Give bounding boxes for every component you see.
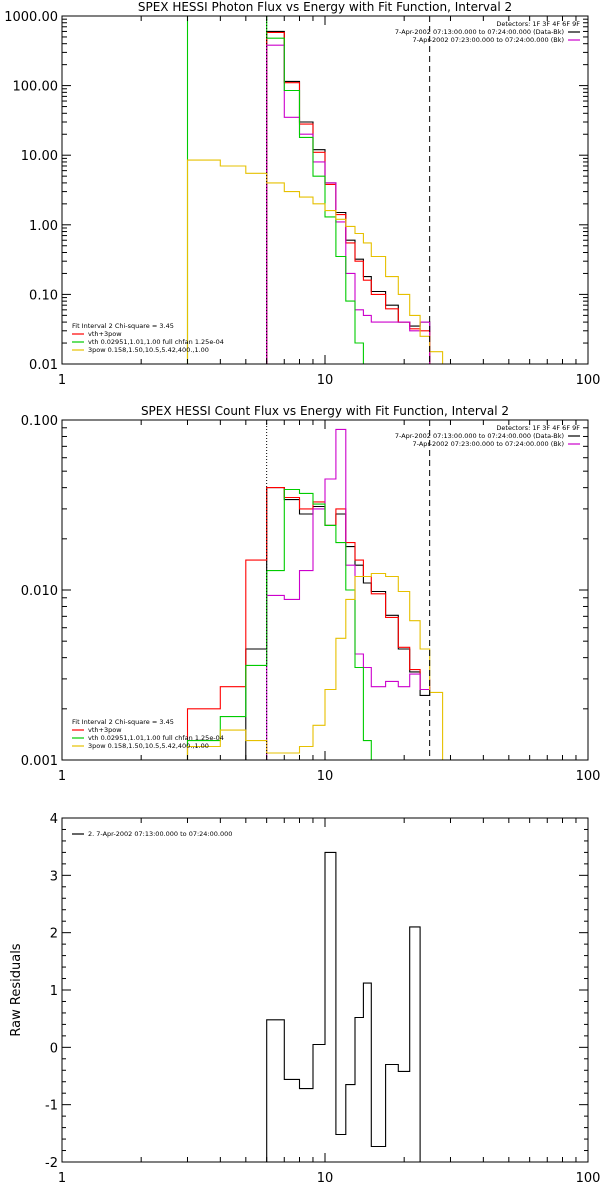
legend-entry: vth 0.02951,1.01,1.00 full chfan 1.25e-0…: [88, 734, 224, 742]
legend-top-right: Detectors: 1F 3F 4F 6F 9F7-Apr-2002 07:1…: [395, 20, 580, 44]
y-tick-label: 100.00: [13, 80, 59, 95]
y-tick-label: 1000.00: [4, 10, 58, 25]
legend-entry: vth+3pow: [88, 330, 122, 338]
x-tick-label: 10: [317, 373, 334, 388]
y-tick-label: 0: [50, 1041, 58, 1056]
legend-detectors: Detectors: 1F 3F 4F 6F 9F: [496, 20, 580, 28]
chart-title: SPEX HESSI Photon Flux vs Energy with Fi…: [138, 0, 512, 14]
legend-bottom-left: Fit Interval 2 Chi-square = 3.45vth+3pow…: [72, 322, 224, 354]
legend-header: Fit Interval 2 Chi-square = 3.45: [72, 718, 174, 726]
y-tick-label: 1.00: [29, 219, 58, 234]
data-series-2: [266, 31, 431, 364]
legend-top-left: 2. 7-Apr-2002 07:13:00.000 to 07:24:00.0…: [72, 830, 232, 838]
legend-entry: 7-Apr-2002 07:23:00.000 to 07:24:00.000 …: [413, 440, 564, 448]
legend-detectors: Detectors: 1F 3F 4F 6F 9F: [496, 424, 580, 432]
legend-bottom-left: Fit Interval 2 Chi-square = 3.45vth+3pow…: [72, 718, 224, 750]
legend-entry: 2. 7-Apr-2002 07:13:00.000 to 07:24:00.0…: [88, 830, 232, 838]
data-series-1: [266, 30, 431, 364]
x-tick-label: 10: [317, 1171, 334, 1186]
x-tick-label: 100: [576, 1171, 600, 1186]
data-series-3: [266, 44, 431, 364]
legend-top-right: Detectors: 1F 3F 4F 6F 9F7-Apr-2002 07:1…: [395, 424, 580, 448]
x-tick-label: 10: [317, 769, 334, 784]
y-tick-label: 0.100: [21, 414, 58, 429]
panel-3: Raw Residuals 1 10 100 -2 -1 0 1 2 3 4 2. 7-Apr-200…: [9, 812, 600, 1186]
legend-entry: 7-Apr-2002 07:23:00.000 to 07:24:00.000 …: [413, 36, 564, 44]
x-tick-label: 1: [58, 769, 66, 784]
x-tick-label: 100: [576, 373, 600, 388]
legend-entry: vth+3pow: [88, 726, 122, 734]
data-series-3: [266, 428, 431, 760]
data-series-5: [186, 572, 444, 760]
y-tick-label: 10.00: [21, 149, 58, 164]
data-series-4: [186, 16, 364, 364]
data-series-4: [186, 488, 372, 760]
legend-entry: vth 0.02951,1.01,1.00 full chfan 1.25e-0…: [88, 338, 224, 346]
legend-header: Fit Interval 2 Chi-square = 3.45: [72, 322, 174, 330]
x-tick-label: 1: [58, 1171, 66, 1186]
data-series-5: [186, 159, 444, 364]
y-tick-label: 1: [50, 984, 58, 999]
y-tick-label: 4: [50, 812, 58, 827]
y-tick-label: 0.001: [21, 754, 58, 769]
data-series-2: [186, 487, 430, 760]
y-tick-label: -1: [45, 1099, 58, 1114]
data-series-1: [266, 851, 421, 1162]
y-tick-label: 2: [50, 927, 58, 942]
data-series-1: [245, 487, 431, 760]
series-group: [266, 851, 421, 1162]
y-tick-label: 3: [50, 869, 58, 884]
y-tick-label: 0.01: [29, 358, 58, 373]
series-group: [186, 16, 444, 364]
y-tick-label: -2: [45, 1156, 58, 1171]
legend-entry: 7-Apr-2002 07:13:00.000 to 07:24:00.000 …: [395, 28, 564, 36]
chart-title: SPEX HESSI Count Flux vs Energy with Fit…: [141, 404, 509, 418]
legend-entry: 3pow 0.158,1.50,10.5,5.42,400.,1.00: [88, 742, 209, 750]
y-axis-label: Raw Residuals: [9, 943, 24, 1036]
panel-2: SPEX HESSI Count Flux vs Energy with Fit…: [21, 404, 600, 784]
legend-entry: 3pow 0.158,1.50,10.5,5.42,400.,1.00: [88, 346, 209, 354]
y-tick-label: 0.010: [21, 584, 58, 599]
x-tick-label: 1: [58, 373, 66, 388]
y-tick-label: 0.10: [29, 288, 58, 303]
legend-entry: 7-Apr-2002 07:13:00.000 to 07:24:00.000 …: [395, 432, 564, 440]
series-group: [186, 428, 444, 760]
panel-1: SPEX HESSI Photon Flux vs Energy with Fi…: [4, 0, 600, 388]
x-tick-label: 100: [576, 769, 600, 784]
